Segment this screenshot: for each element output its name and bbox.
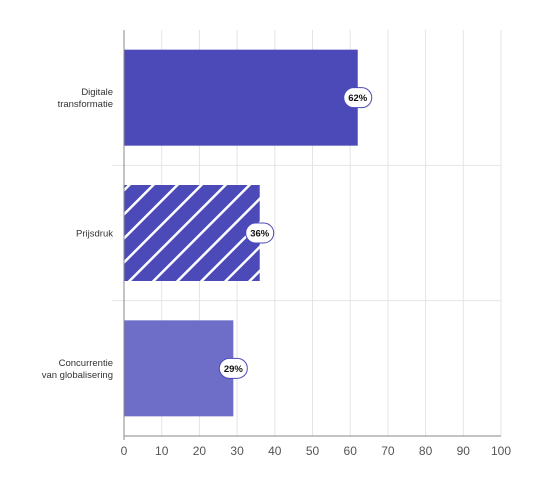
data-label-bubble [218,357,248,379]
data-labels: 62% 36% 29% [218,87,373,379]
x-tick-label: 60 [344,444,358,458]
data-label-bubble [343,87,373,109]
bars [124,49,358,417]
axes: 0 10 20 30 40 50 60 70 80 90 100 Digitale transforma… [42,30,511,458]
x-tick-label: 80 [419,444,433,458]
x-tick-label: 50 [306,444,320,458]
category-label: Digitale transformatie [58,87,113,110]
category-label-line: Concurrentie [59,358,113,369]
category-label-line: transformatie [58,99,113,110]
data-label: 29% [218,357,248,379]
x-tick-label: 30 [230,444,244,458]
data-label: 62% [343,87,373,109]
category-label: Prijsdruk [76,229,113,240]
x-tick-label: 100 [491,444,511,458]
data-label-text: 29% [224,364,244,375]
bar [124,49,358,146]
x-tick-label: 20 [193,444,207,458]
category-label: Concurrentie van globalisering [42,358,113,381]
bar [124,185,260,281]
category-label-line: Prijsdruk [76,229,113,240]
x-tick-label: 40 [268,444,282,458]
category-label-line: Digitale [81,87,113,98]
bar [124,320,234,417]
data-label-bubble [245,222,275,244]
category-label-line: van globalisering [42,370,113,381]
x-tick-label: 0 [121,444,128,458]
data-label: 36% [245,222,275,244]
data-label-text: 62% [348,93,368,104]
x-tick-label: 10 [155,444,169,458]
x-tick-label: 90 [457,444,471,458]
x-tick-label: 70 [381,444,395,458]
data-label-text: 36% [250,229,270,240]
